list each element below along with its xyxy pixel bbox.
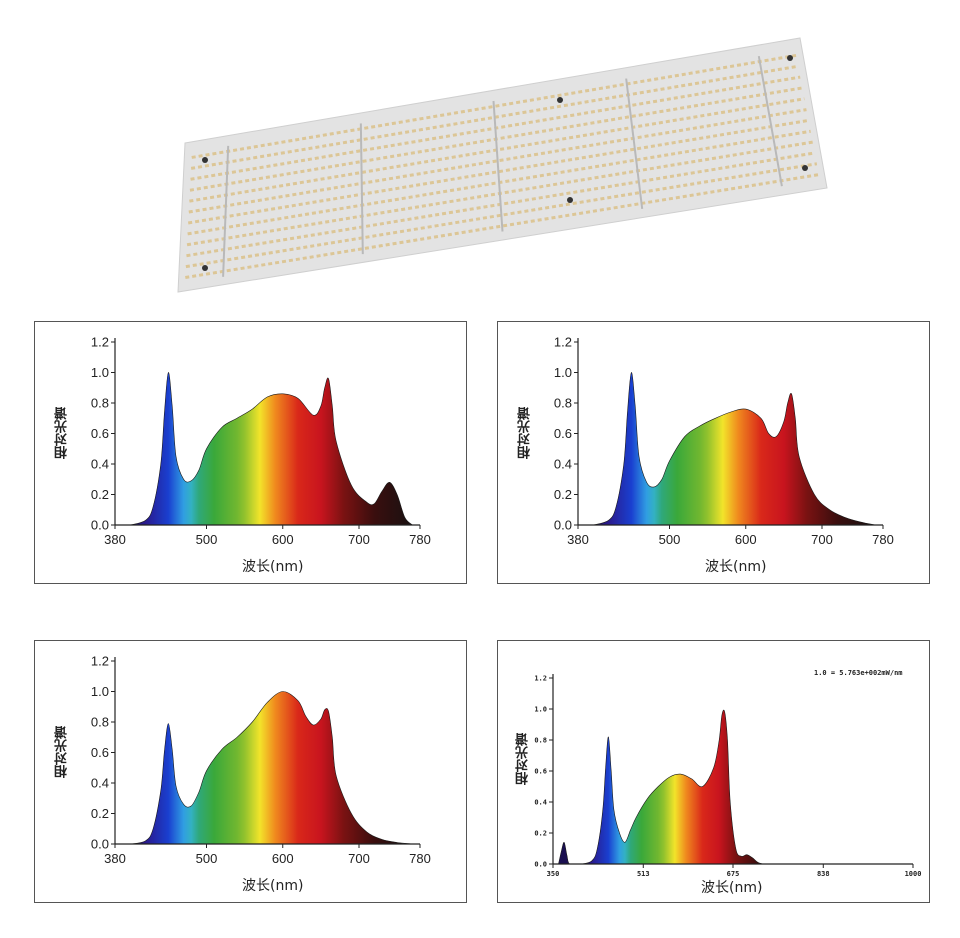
x-tick-label: 500 <box>196 851 218 866</box>
x-tick-label: 700 <box>811 532 833 547</box>
x-tick-label: 380 <box>567 532 589 547</box>
x-tick-label: 838 <box>817 870 830 878</box>
y-tick-label: 0.6 <box>534 768 547 776</box>
x-tick-label: 513 <box>637 870 650 878</box>
board-separator <box>757 55 783 187</box>
y-tick-label: 1.0 <box>554 365 572 380</box>
y-tick-label: 1.2 <box>534 675 547 683</box>
y-tick-label: 0.4 <box>534 799 547 807</box>
led-board-illustration <box>177 37 828 293</box>
spectrum-chart-1: 0.0 0.2 0.4 0.6 0.8 1.0 1.2 380 500 600 700 780 <box>91 335 431 548</box>
y-tick-label: 0.2 <box>534 830 547 838</box>
y-tick-label: 0.6 <box>91 745 109 760</box>
spectrum-chart-4: 0.0 0.2 0.4 0.6 0.8 1.0 1.2 350 513 675 838 1000 <box>534 674 922 878</box>
x-tick-label: 350 <box>547 870 560 878</box>
spectrum-panel-2: 0.0 0.2 0.4 0.6 0.8 1.0 1.2 380 500 600 700 780 相对光… <box>497 321 930 584</box>
spectrum-area <box>130 372 413 525</box>
y-tick-label: 0.0 <box>91 518 109 533</box>
y-tick-label: 1.0 <box>534 706 547 714</box>
x-tick-label: 500 <box>196 532 218 547</box>
mounting-hole <box>202 157 208 163</box>
led-row <box>188 108 807 214</box>
y-tick-label: 0.8 <box>554 396 572 411</box>
x-tick-label: 600 <box>272 851 294 866</box>
y-tick-label: 0.2 <box>91 806 109 821</box>
x-tick-label: 700 <box>348 532 370 547</box>
spectrum-chart-3: 0.0 0.2 0.4 0.6 0.8 1.0 1.2 380 500 600 700 780 <box>91 654 431 867</box>
spectrum-area <box>558 710 764 864</box>
led-row <box>190 64 799 170</box>
y-tick-label: 0.0 <box>91 837 109 852</box>
mounting-hole <box>567 197 573 203</box>
x-axis-label: 波长(nm) <box>242 559 304 575</box>
scale-note: 1.0 = 5.763e+002mW/nm <box>814 669 903 677</box>
x-tick-label: 700 <box>348 851 370 866</box>
led-row <box>185 173 820 280</box>
y-tick-label: 1.0 <box>91 365 109 380</box>
spectrum-series-line <box>130 372 414 526</box>
spectrum-area <box>130 691 413 844</box>
x-tick-label: 780 <box>872 532 894 547</box>
y-tick-label: 0.8 <box>91 396 109 411</box>
board-separator <box>359 123 364 255</box>
x-tick-label: 780 <box>409 851 431 866</box>
y-tick-label: 0.4 <box>91 776 109 791</box>
y-tick-label: 0.6 <box>91 426 109 441</box>
y-tick-label: 0.8 <box>91 715 109 730</box>
mounting-hole <box>557 97 563 103</box>
x-tick-label: 500 <box>659 532 681 547</box>
y-tick-label: 0.0 <box>554 518 572 533</box>
x-axis-label: 波长(nm) <box>242 878 304 894</box>
spectrum-panel-4: 0.0 0.2 0.4 0.6 0.8 1.0 1.2 350 513 675 838 1000 相对… <box>497 640 930 903</box>
y-tick-label: 1.2 <box>554 335 572 350</box>
x-tick-label: 780 <box>409 532 431 547</box>
led-row <box>185 162 818 269</box>
y-axis-label: 相对光谱 <box>55 407 70 459</box>
x-tick-label: 380 <box>104 532 126 547</box>
y-axis-label: 相对光谱 <box>518 407 533 459</box>
spectrum-series-line <box>593 372 876 526</box>
mounting-hole <box>802 165 808 171</box>
y-tick-label: 0.4 <box>554 457 572 472</box>
y-tick-label: 0.2 <box>91 487 109 502</box>
y-axis-label: 相对光谱 <box>516 733 531 785</box>
led-board-image <box>0 0 960 300</box>
y-tick-label: 0.8 <box>534 737 547 745</box>
y-tick-label: 1.2 <box>91 335 109 350</box>
y-tick-label: 0.0 <box>534 861 547 869</box>
spectrum-panel-3: 0.0 0.2 0.4 0.6 0.8 1.0 1.2 380 500 600 700 780 相对光… <box>34 640 467 903</box>
x-tick-label: 600 <box>272 532 294 547</box>
mounting-hole <box>202 265 208 271</box>
spectrum-chart-2: 0.0 0.2 0.4 0.6 0.8 1.0 1.2 380 500 600 700 780 <box>554 335 894 548</box>
y-tick-label: 0.2 <box>554 487 572 502</box>
x-tick-label: 380 <box>104 851 126 866</box>
board-separator <box>492 100 504 232</box>
mounting-hole <box>787 55 793 61</box>
x-tick-label: 675 <box>727 870 740 878</box>
spectrum-area <box>593 372 876 525</box>
y-tick-label: 0.4 <box>91 457 109 472</box>
y-tick-label: 1.2 <box>91 654 109 669</box>
spectrum-series-line <box>558 709 764 865</box>
spectrum-panel-1: 0.0 0.2 0.4 0.6 0.8 1.0 1.2 380 500 600 700 780 相对光… <box>34 321 467 584</box>
y-axis-label: 相对光谱 <box>55 726 70 778</box>
board-separator <box>222 145 230 277</box>
x-axis-label: 波长(nm) <box>701 880 763 896</box>
board-separator <box>625 78 644 209</box>
x-tick-label: 1000 <box>905 870 922 878</box>
y-tick-label: 1.0 <box>91 684 109 699</box>
spectrum-series-line <box>130 691 413 845</box>
x-axis-label: 波长(nm) <box>705 559 767 575</box>
y-tick-label: 0.6 <box>554 426 572 441</box>
x-tick-label: 600 <box>735 532 757 547</box>
